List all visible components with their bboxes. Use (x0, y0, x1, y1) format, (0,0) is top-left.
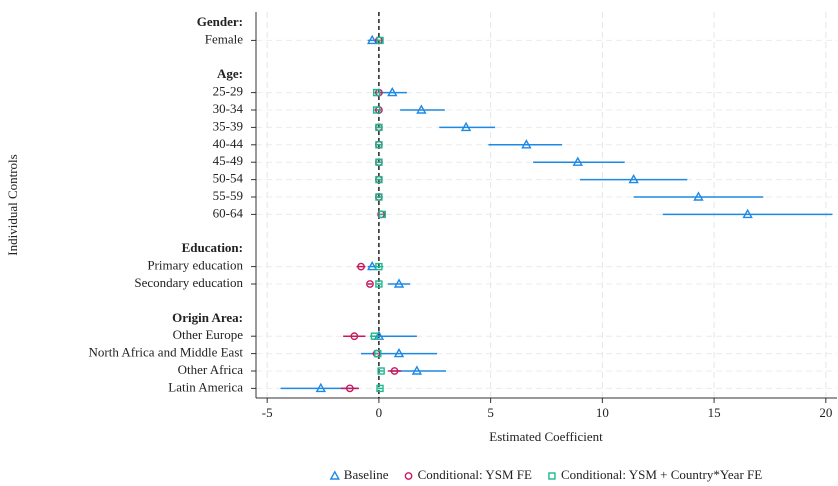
legend-label: Conditional: YSM + Country*Year FE (561, 467, 762, 482)
point (742, 208, 753, 219)
point (350, 332, 359, 341)
point (345, 384, 354, 393)
point (370, 332, 379, 340)
group-label: Age: (217, 66, 243, 81)
x-tick-label: 5 (487, 405, 494, 420)
point (521, 139, 532, 149)
group-label: Education: (182, 240, 243, 255)
point (460, 121, 472, 132)
point (375, 175, 383, 184)
legend-marker (404, 472, 413, 480)
x-axis-label: Estimated Coefficient (489, 429, 603, 444)
y-tick-label: Female (205, 31, 243, 46)
point (375, 123, 383, 132)
x-tick-label: 20 (819, 405, 832, 420)
point (628, 173, 639, 184)
y-tick-label: Other Europe (173, 327, 244, 342)
y-tick-label: 50-54 (213, 171, 244, 186)
y-tick-label: 40-44 (213, 136, 244, 151)
point (375, 193, 383, 201)
point (393, 347, 405, 358)
point (372, 106, 381, 114)
y-tick-label: North Africa and Middle East (88, 345, 243, 360)
y-tick-label: Latin America (168, 379, 243, 394)
point (367, 260, 378, 271)
y-tick-label: Primary education (147, 258, 243, 273)
point (357, 262, 365, 271)
y-tick-label: 55-59 (213, 188, 243, 203)
point (375, 280, 383, 288)
y-tick-label: 30-34 (213, 101, 244, 116)
point (387, 86, 398, 97)
point (375, 141, 383, 149)
point (378, 210, 386, 219)
group-label: Origin Area: (172, 310, 243, 325)
group-label: Gender: (197, 14, 243, 29)
point (366, 280, 374, 288)
y-tick-label: 45-49 (213, 153, 243, 168)
point (572, 156, 583, 166)
point (376, 36, 384, 45)
y-tick-label: 35-39 (213, 118, 243, 133)
point (375, 158, 383, 166)
legend-marker (329, 470, 340, 480)
legend-marker (548, 472, 556, 480)
point (367, 34, 378, 45)
point (372, 88, 381, 97)
legend: Baseline Conditional: YSM FE Conditional: … (329, 467, 762, 482)
point (693, 191, 704, 201)
point (393, 278, 405, 288)
x-tick-label: -5 (262, 405, 273, 420)
y-tick-label: Other Africa (178, 362, 244, 377)
point (374, 349, 382, 358)
y-tick-label: 60-64 (213, 205, 244, 220)
point (376, 384, 384, 393)
y-tick-label: 25-29 (213, 84, 243, 99)
legend-label: Baseline (344, 467, 389, 482)
x-tick-label: 0 (376, 405, 383, 420)
x-tick-label: 15 (708, 405, 721, 420)
point (375, 262, 383, 271)
y-axis-label: Individual Controls (5, 154, 20, 255)
y-tick-label: Secondary education (134, 275, 243, 290)
x-tick-label: 10 (596, 405, 609, 420)
point (416, 104, 427, 114)
point (377, 367, 385, 375)
point (411, 365, 423, 375)
legend-label: Conditional: YSM FE (418, 467, 532, 482)
point (390, 367, 399, 375)
point (315, 382, 326, 393)
